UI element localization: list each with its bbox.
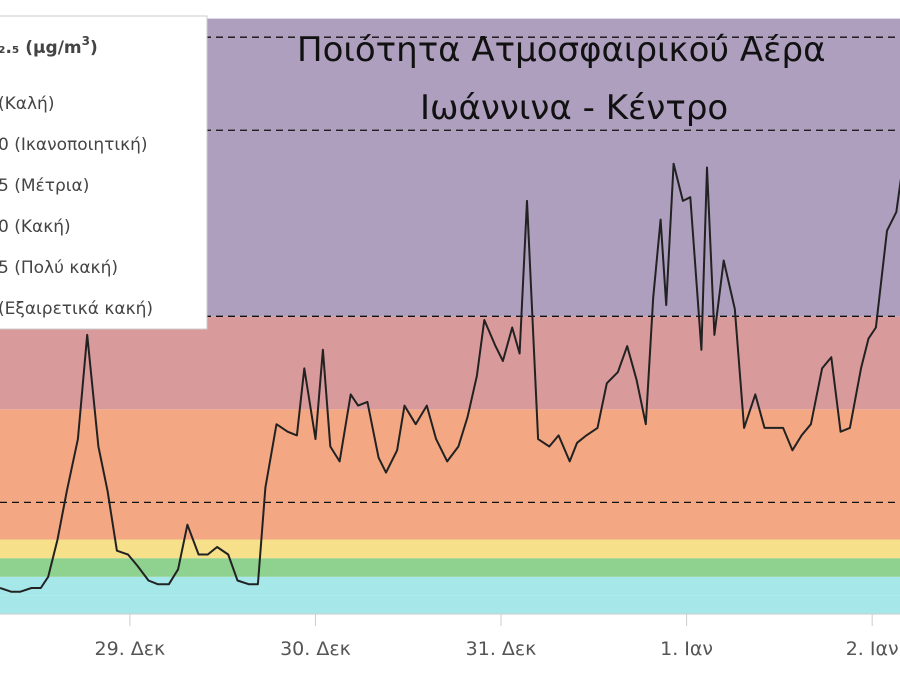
legend-item-6[interactable]: (Εξαιρετικά κακή) bbox=[0, 299, 153, 319]
pm25-series-line bbox=[0, 162, 900, 593]
legend-item-2[interactable]: 0 (Ικανοποιητική) bbox=[0, 135, 148, 155]
aqi-band-5 bbox=[0, 316, 900, 410]
x-tick-label-1: 29. Δεκ bbox=[95, 638, 166, 660]
x-tick-label-2: 30. Δεκ bbox=[280, 638, 351, 660]
legend-item-1[interactable]: (Καλή) bbox=[0, 94, 54, 114]
legend-entries[interactable]: (Καλή) 0 (Ικανοποιητική) 5 (Μέτρια) 0 (Κακή… bbox=[0, 94, 153, 319]
aqi-band-3 bbox=[0, 539, 900, 559]
x-tick-label-3: 31. Δεκ bbox=[466, 638, 537, 660]
chart-title-line1: Ποιότητα Ατμοσφαιρικού Αέρα bbox=[297, 30, 825, 70]
legend-header-sup: 3 bbox=[82, 34, 90, 48]
aqi-band-2 bbox=[0, 558, 900, 577]
plot-bottom-strip bbox=[0, 614, 900, 675]
legend-item-3[interactable]: 5 (Μέτρια) bbox=[0, 176, 89, 196]
x-tick-label-5: 2. Ιαν bbox=[846, 638, 899, 660]
chart-title: Ποιότητα Ατμοσφαιρικού Αέρα Ιωάννινα - Κ… bbox=[297, 30, 825, 128]
chart-title-line2: Ιωάννινα - Κέντρο bbox=[420, 88, 728, 128]
x-axis: 29. Δεκ 30. Δεκ 31. Δεκ 1. Ιαν 2. Ιαν bbox=[95, 614, 899, 660]
x-tick-label-4: 1. Ιαν bbox=[660, 638, 713, 660]
legend-item-4[interactable]: 0 (Κακή) bbox=[0, 217, 71, 237]
aqi-band-4 bbox=[0, 409, 900, 540]
aqi-band-base bbox=[0, 595, 900, 614]
legend-item-5[interactable]: 5 (Πολύ κακή) bbox=[0, 258, 118, 278]
legend-header: ₂.₅ (μg/m3) bbox=[0, 34, 98, 58]
legend-header-unit: μg/m bbox=[33, 38, 82, 58]
legend[interactable]: ₂.₅ (μg/m3) (Καλή) 0 (Ικανοποιητική) 5 (Μέ… bbox=[0, 15, 208, 330]
legend-header-suffix: ) bbox=[90, 38, 98, 58]
legend-box bbox=[0, 15, 208, 330]
aqi-band-1 bbox=[0, 576, 900, 596]
legend-header-prefix: ₂.₅ ( bbox=[0, 38, 33, 58]
